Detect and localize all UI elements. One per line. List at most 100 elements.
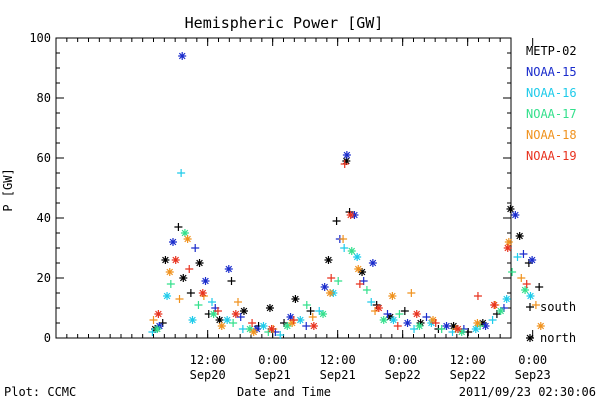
north-star-point: [403, 319, 412, 327]
chart-title: Hemispheric Power [GW]: [185, 14, 384, 32]
south-plus-point: [332, 217, 341, 225]
north-star-point: [353, 253, 362, 261]
north-star-point: [267, 325, 276, 333]
north-star-point: [412, 310, 421, 318]
north-star-point: [223, 316, 232, 324]
south-plus-point: [535, 283, 544, 291]
north-star-point: [215, 316, 224, 324]
legend-entry: NOAA-17: [526, 107, 577, 121]
north-star-point: [171, 256, 180, 264]
north-star-point: [180, 229, 189, 237]
north-star-point: [354, 265, 363, 273]
north-star-point: [319, 310, 328, 318]
x-axis-ticks: 12:00Sep200:00Sep2112:00Sep210:00Sep2212…: [55, 38, 551, 382]
x-tick-date-label: Sep22: [450, 368, 486, 382]
north-star-point: [178, 52, 187, 60]
north-star-point: [342, 157, 351, 165]
legend-entry: NOAA-19: [526, 149, 577, 163]
north-star-point: [163, 292, 172, 300]
south-plus-point: [191, 244, 200, 252]
north-star-point: [379, 316, 388, 324]
north-star-point: [245, 325, 254, 333]
north-star-point: [326, 289, 335, 297]
south-plus-point: [513, 253, 522, 261]
north-star-point: [389, 316, 398, 324]
north-star-point: [506, 205, 515, 213]
north-star-point: [265, 304, 274, 312]
north-star-point: [368, 259, 377, 267]
north-star-point: [209, 310, 218, 318]
north-star-point: [286, 313, 295, 321]
south-plus-point: [174, 223, 183, 231]
x-tick-time-label: 0:00: [518, 353, 547, 367]
south-plus-point: [395, 310, 404, 318]
north-star-point: [239, 307, 248, 315]
north-star-point: [320, 283, 329, 291]
north-star-point: [536, 322, 545, 330]
x-tick-time-label: 0:00: [388, 353, 417, 367]
north-star-point: [374, 304, 383, 312]
x-tick-date-label: Sep21: [320, 368, 356, 382]
y-tick-label: 100: [29, 31, 51, 45]
x-tick-date-label: Sep20: [190, 368, 226, 382]
north-star-point: [515, 232, 524, 240]
north-star-point: [342, 151, 351, 159]
y-tick-label: 80: [37, 91, 51, 105]
legend-entry: METP-02: [526, 44, 577, 58]
north-star-point: [224, 265, 233, 273]
north-star-point: [416, 319, 425, 327]
south-plus-point: [213, 307, 222, 315]
north-star-point: [154, 310, 163, 318]
north-star-point: [386, 313, 395, 321]
south-plus-point: [422, 313, 431, 321]
south-plus-point: [383, 310, 392, 318]
x-tick-time-label: 12:00: [190, 353, 226, 367]
marker-legend-south: south: [540, 300, 576, 314]
north-star-point: [231, 310, 240, 318]
north-star-point: [198, 289, 207, 297]
north-star-point: [296, 316, 305, 324]
north-star-point: [309, 322, 318, 330]
footer-plot-credit: Plot: CCMC: [4, 385, 76, 399]
south-plus-point: [519, 250, 528, 258]
north-star-point: [183, 235, 192, 243]
south-plus-point: [437, 325, 446, 333]
north-star-point: [347, 247, 356, 255]
north-star-point: [503, 244, 512, 252]
south-plus-point: [302, 322, 311, 330]
north-star-point: [252, 325, 261, 333]
south-plus-point: [431, 319, 440, 327]
north-star-point: [217, 322, 226, 330]
north-star-point: [504, 238, 513, 246]
north-star-point: [195, 259, 204, 267]
south-plus-point: [234, 298, 242, 306]
legend-entry: NOAA-16: [526, 86, 577, 100]
north-star-point: [291, 295, 300, 303]
star-marker-symbol: [526, 334, 534, 342]
x-tick-time-label: 12:00: [320, 353, 356, 367]
footer-timestamp: 2011/09/23 02:30:06: [459, 385, 596, 399]
south-plus-point: [308, 313, 317, 321]
north-star-point: [427, 319, 436, 327]
north-star-point: [496, 307, 505, 315]
legend-entry: NOAA-15: [526, 65, 577, 79]
south-plus-point: [531, 301, 540, 309]
south-plus-point: [306, 307, 315, 315]
south-plus-point: [229, 319, 238, 327]
south-plus-point: [339, 235, 348, 243]
north-star-point: [429, 316, 437, 324]
north-star-point: [521, 286, 530, 294]
north-star-point: [481, 322, 490, 330]
south-plus-point: [355, 280, 364, 288]
south-plus-point: [407, 289, 416, 297]
x-axis-label: Date and Time: [237, 385, 331, 399]
y-tick-label: 20: [37, 271, 51, 285]
north-star-point: [442, 322, 451, 330]
south-plus-point: [208, 298, 216, 306]
x-tick-date-label: Sep22: [385, 368, 421, 382]
south-plus-point: [488, 316, 497, 324]
data-points: [148, 52, 545, 339]
south-plus-point: [362, 286, 371, 294]
north-star-point: [511, 211, 520, 219]
south-plus-point: [340, 160, 349, 168]
